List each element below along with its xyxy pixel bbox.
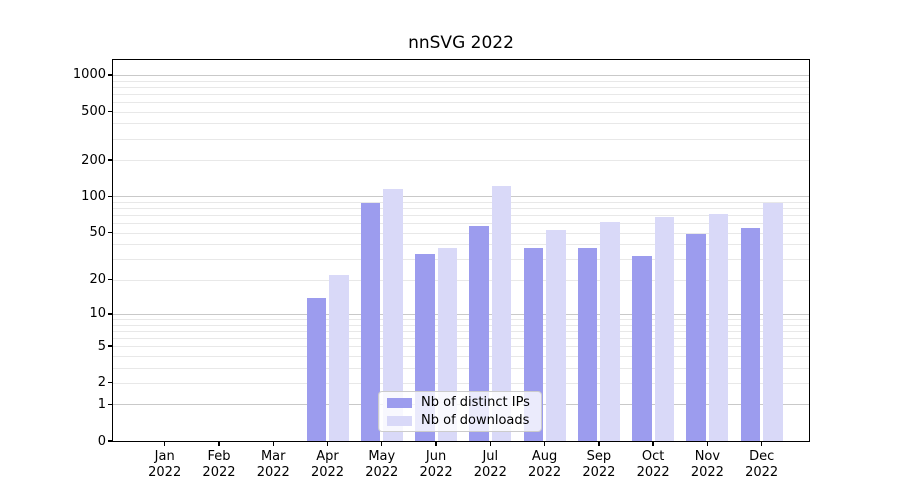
major-gridline	[113, 74, 809, 76]
y-tick-mark	[108, 403, 113, 405]
minor-gridline	[113, 259, 809, 261]
x-tick-mark	[272, 441, 274, 446]
minor-gridline	[113, 324, 809, 326]
x-tick-label: Mar 2022	[256, 449, 290, 480]
major-gridline	[113, 196, 809, 198]
y-tick-label: 0	[97, 433, 106, 449]
minor-gridline	[113, 337, 809, 339]
x-tick-label: Feb 2022	[202, 449, 236, 480]
bar-downloads	[600, 222, 620, 441]
y-tick-mark	[108, 345, 113, 347]
minor-gridline	[113, 101, 809, 103]
y-tick-mark	[108, 382, 113, 384]
y-tick-label: 200	[81, 152, 106, 168]
plot-area: Nb of distinct IPs Nb of downloads	[112, 59, 810, 442]
x-tick-label: Oct 2022	[636, 449, 670, 480]
y-tick-mark	[108, 74, 113, 76]
x-tick-label: Dec 2022	[745, 449, 779, 480]
major-gridline	[113, 313, 809, 315]
bar-downloads	[329, 274, 349, 441]
x-tick-mark	[598, 441, 600, 446]
x-tick-mark	[543, 441, 546, 446]
minor-gridline	[113, 232, 809, 234]
bar-distinct-ips	[577, 248, 598, 441]
minor-gridline	[113, 330, 809, 332]
minor-gridline	[113, 319, 809, 320]
bar-downloads	[491, 186, 512, 441]
bar-distinct-ips	[360, 203, 381, 441]
y-tick-label: 1	[97, 396, 106, 412]
x-tick-mark	[435, 441, 437, 446]
legend-row: Nb of distinct IPs	[387, 395, 533, 410]
y-tick-label: 10	[89, 306, 106, 322]
y-tick-mark	[108, 278, 113, 281]
x-tick-mark	[706, 441, 709, 446]
y-tick-label: 5	[97, 338, 106, 354]
bar-downloads	[763, 203, 783, 441]
minor-gridline	[113, 355, 809, 357]
bar-distinct-ips	[469, 225, 489, 441]
x-tick-mark	[489, 441, 491, 446]
bar-downloads	[708, 213, 729, 441]
minor-gridline	[113, 279, 809, 281]
legend: Nb of distinct IPs Nb of downloads	[378, 391, 542, 432]
x-tick-mark	[326, 441, 329, 446]
x-tick-label: Aug 2022	[528, 449, 562, 480]
bar-downloads	[654, 217, 675, 441]
minor-gridline	[113, 123, 809, 125]
minor-gridline	[113, 382, 809, 384]
legend-label: Nb of downloads	[421, 413, 530, 428]
y-tick-label: 50	[89, 225, 106, 241]
minor-gridline	[113, 215, 809, 217]
y-tick-label: 1000	[72, 67, 106, 83]
legend-swatch	[387, 397, 412, 408]
x-tick-mark	[760, 441, 763, 446]
minor-gridline	[113, 80, 809, 82]
minor-gridline	[113, 208, 809, 210]
y-tick-mark	[108, 313, 113, 315]
minor-gridline	[113, 93, 809, 95]
minor-gridline	[113, 244, 809, 246]
bar-downloads	[546, 229, 566, 441]
x-tick-mark	[164, 441, 166, 446]
y-tick-label: 20	[89, 272, 106, 288]
chart-title: nnSVG 2022	[408, 33, 514, 53]
x-tick-label: Nov 2022	[690, 449, 724, 480]
legend-label: Nb of distinct IPs	[421, 395, 530, 410]
x-tick-mark	[381, 441, 383, 446]
minor-gridline	[113, 201, 809, 203]
legend-swatch	[387, 415, 412, 426]
bar-distinct-ips	[686, 233, 706, 441]
x-tick-label: Jun 2022	[419, 449, 453, 480]
y-tick-label: 500	[81, 104, 106, 120]
minor-gridline	[113, 111, 809, 113]
y-tick-label: 100	[81, 188, 106, 204]
minor-gridline	[113, 86, 809, 88]
y-tick-mark	[108, 231, 113, 234]
x-tick-label: Apr 2022	[310, 449, 345, 480]
x-tick-label: Jul 2022	[473, 449, 507, 480]
y-tick-mark	[108, 440, 113, 442]
bar-distinct-ips	[306, 297, 326, 441]
x-tick-label: Jan 2022	[148, 449, 182, 480]
bar-downloads	[383, 189, 403, 441]
bar-distinct-ips	[740, 227, 761, 441]
x-tick-mark	[652, 441, 654, 446]
y-tick-mark	[108, 110, 113, 113]
y-tick-mark	[108, 195, 113, 198]
x-tick-label: Sep 2022	[582, 449, 616, 480]
minor-gridline	[113, 138, 809, 140]
legend-row: Nb of downloads	[387, 413, 533, 428]
minor-gridline	[113, 223, 809, 225]
x-tick-mark	[218, 441, 220, 446]
y-tick-label: 2	[97, 375, 106, 391]
minor-gridline	[113, 346, 809, 348]
bar-distinct-ips	[632, 255, 652, 441]
y-tick-mark	[108, 159, 113, 161]
x-tick-label: May 2022	[365, 449, 399, 480]
minor-gridline	[113, 367, 809, 369]
minor-gridline	[113, 160, 809, 161]
